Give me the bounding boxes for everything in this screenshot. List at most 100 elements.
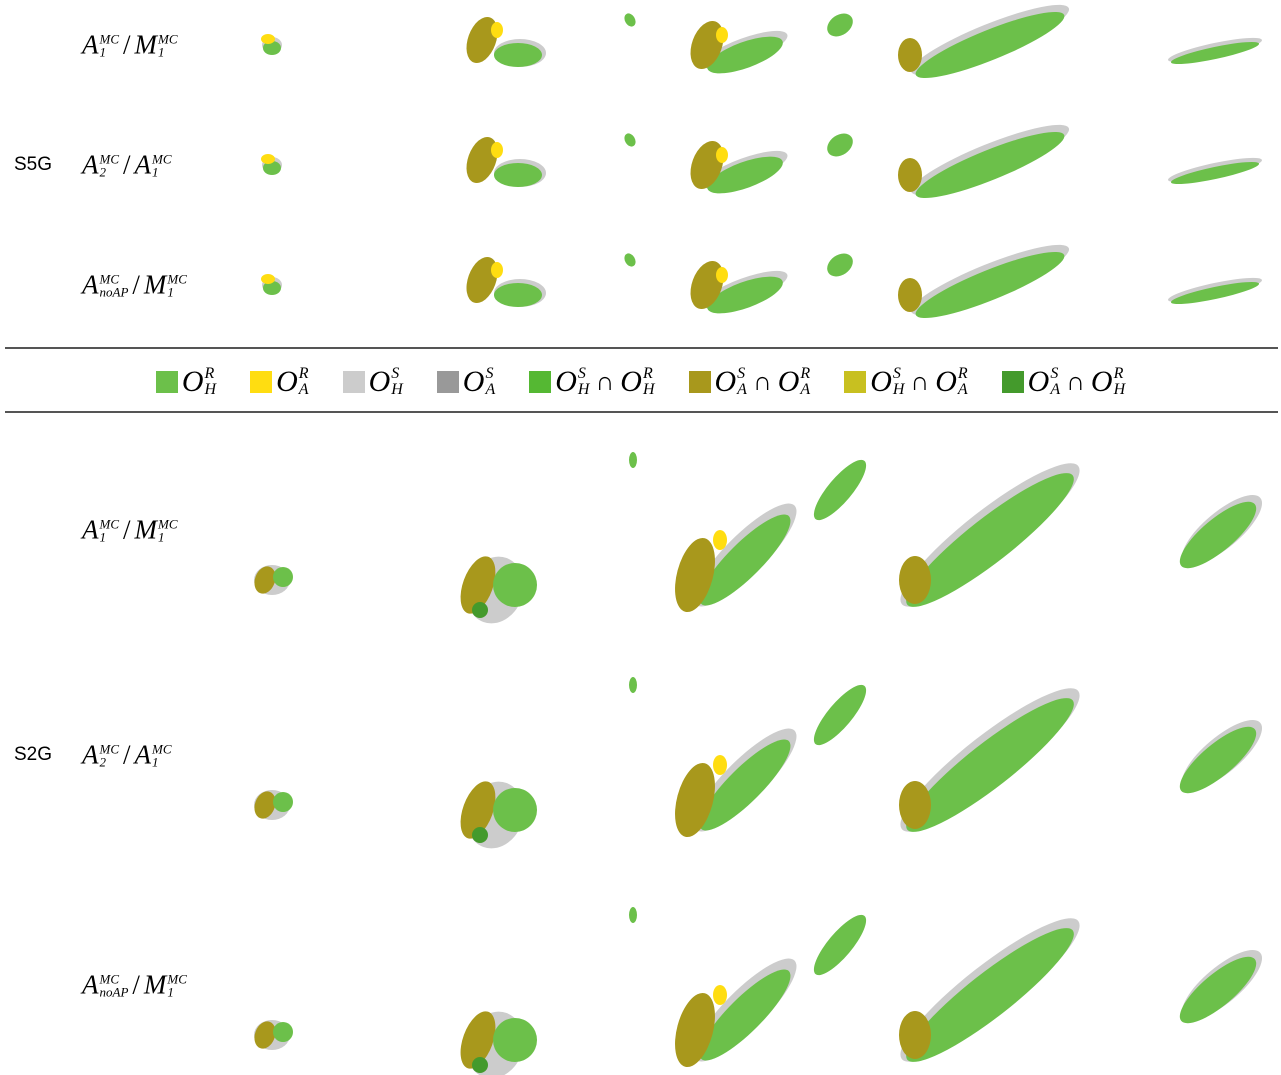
segment-blob	[629, 907, 637, 923]
term-base: O	[620, 365, 642, 399]
segment-blob	[622, 251, 638, 268]
row-label: AMC1/MMC1	[82, 30, 178, 61]
superscript: MC	[167, 972, 187, 985]
term-base: O	[778, 365, 800, 399]
operator: ∩	[910, 367, 929, 397]
term-base: A	[82, 740, 99, 771]
scripts: SH	[391, 366, 403, 398]
term-base: M	[144, 970, 167, 1001]
subscript: H	[643, 382, 655, 398]
subscript: A	[737, 382, 747, 398]
separator: /	[123, 30, 131, 60]
segment-blob	[899, 1011, 931, 1059]
legend-swatch	[529, 371, 551, 393]
scripts: MC1	[152, 152, 172, 178]
segment-blob	[273, 1022, 293, 1042]
legend-swatch	[343, 371, 365, 393]
superscript: R	[958, 366, 968, 382]
segment-blob	[493, 788, 537, 832]
segment-blob	[713, 530, 727, 550]
scripts: MC1	[100, 517, 120, 543]
scripts: MC2	[100, 152, 120, 178]
segment-blob	[493, 1018, 537, 1062]
legend-item: ORH	[156, 365, 216, 399]
separator: /	[132, 970, 140, 1000]
segmentation-panels	[0, 0, 1281, 1075]
subscript: 2	[100, 165, 120, 178]
superscript: R	[205, 366, 217, 382]
term-base: A	[82, 30, 99, 61]
segment-blob	[716, 27, 728, 43]
term-base: A	[82, 150, 99, 181]
section-label: S2G	[14, 744, 52, 766]
segment-blob	[622, 131, 638, 148]
segment-blob	[898, 158, 922, 192]
segment-blob	[898, 38, 922, 72]
term-base: A	[82, 970, 99, 1001]
math-term: MMC1	[144, 970, 187, 1001]
segment-blob	[910, 121, 1070, 209]
segment-blob	[261, 34, 275, 44]
superscript: MC	[152, 152, 172, 165]
term-base: A	[135, 740, 152, 771]
separator: /	[123, 515, 131, 545]
segment-blob	[898, 278, 922, 312]
legend-swatch	[1002, 371, 1024, 393]
term-base: O	[182, 365, 204, 399]
term-base: M	[144, 270, 167, 301]
term-base: O	[935, 365, 957, 399]
segment-blob	[899, 781, 931, 829]
subscript: H	[391, 382, 403, 398]
segment-blob	[713, 985, 727, 1005]
math-term: OSH	[870, 365, 904, 399]
subscript: A	[1050, 382, 1060, 398]
math-term: AMC1	[82, 30, 119, 61]
superscript: S	[391, 366, 403, 382]
superscript: S	[485, 366, 495, 382]
term-base: O	[369, 365, 391, 399]
legend-swatch	[250, 371, 272, 393]
subscript: 2	[100, 755, 120, 768]
math-term: ORA	[935, 365, 967, 399]
scripts: RA	[800, 366, 810, 398]
segment-blob	[494, 43, 542, 67]
segment-blob	[491, 262, 503, 278]
segment-blob	[491, 22, 503, 38]
scripts: MC1	[100, 32, 120, 58]
legend-swatch	[844, 371, 866, 393]
operator: ∩	[753, 367, 772, 397]
term-base: O	[1028, 365, 1050, 399]
section-label: S5G	[14, 154, 52, 176]
segment-blob	[1171, 717, 1265, 803]
term-base: O	[1091, 365, 1113, 399]
superscript: S	[1050, 366, 1060, 382]
superscript: MC	[100, 742, 120, 755]
math-term: MMC1	[144, 270, 187, 301]
subscript: noAP	[100, 985, 129, 998]
superscript: MC	[100, 517, 120, 530]
superscript: S	[737, 366, 747, 382]
math-term: OSA	[1028, 365, 1060, 399]
math-term: AMC2	[82, 150, 119, 181]
superscript: MC	[100, 972, 129, 985]
segment-blob	[491, 142, 503, 158]
superscript: MC	[167, 272, 187, 285]
segment-blob	[494, 283, 542, 307]
figure: ORHORAOSHOSAOSH∩ORHOSA∩ORAOSH∩ORAOSA∩ORH…	[0, 0, 1281, 1075]
subscript: 1	[158, 45, 178, 58]
term-base: O	[555, 365, 577, 399]
superscript: R	[643, 366, 655, 382]
subscript: H	[578, 382, 590, 398]
superscript: S	[578, 366, 590, 382]
